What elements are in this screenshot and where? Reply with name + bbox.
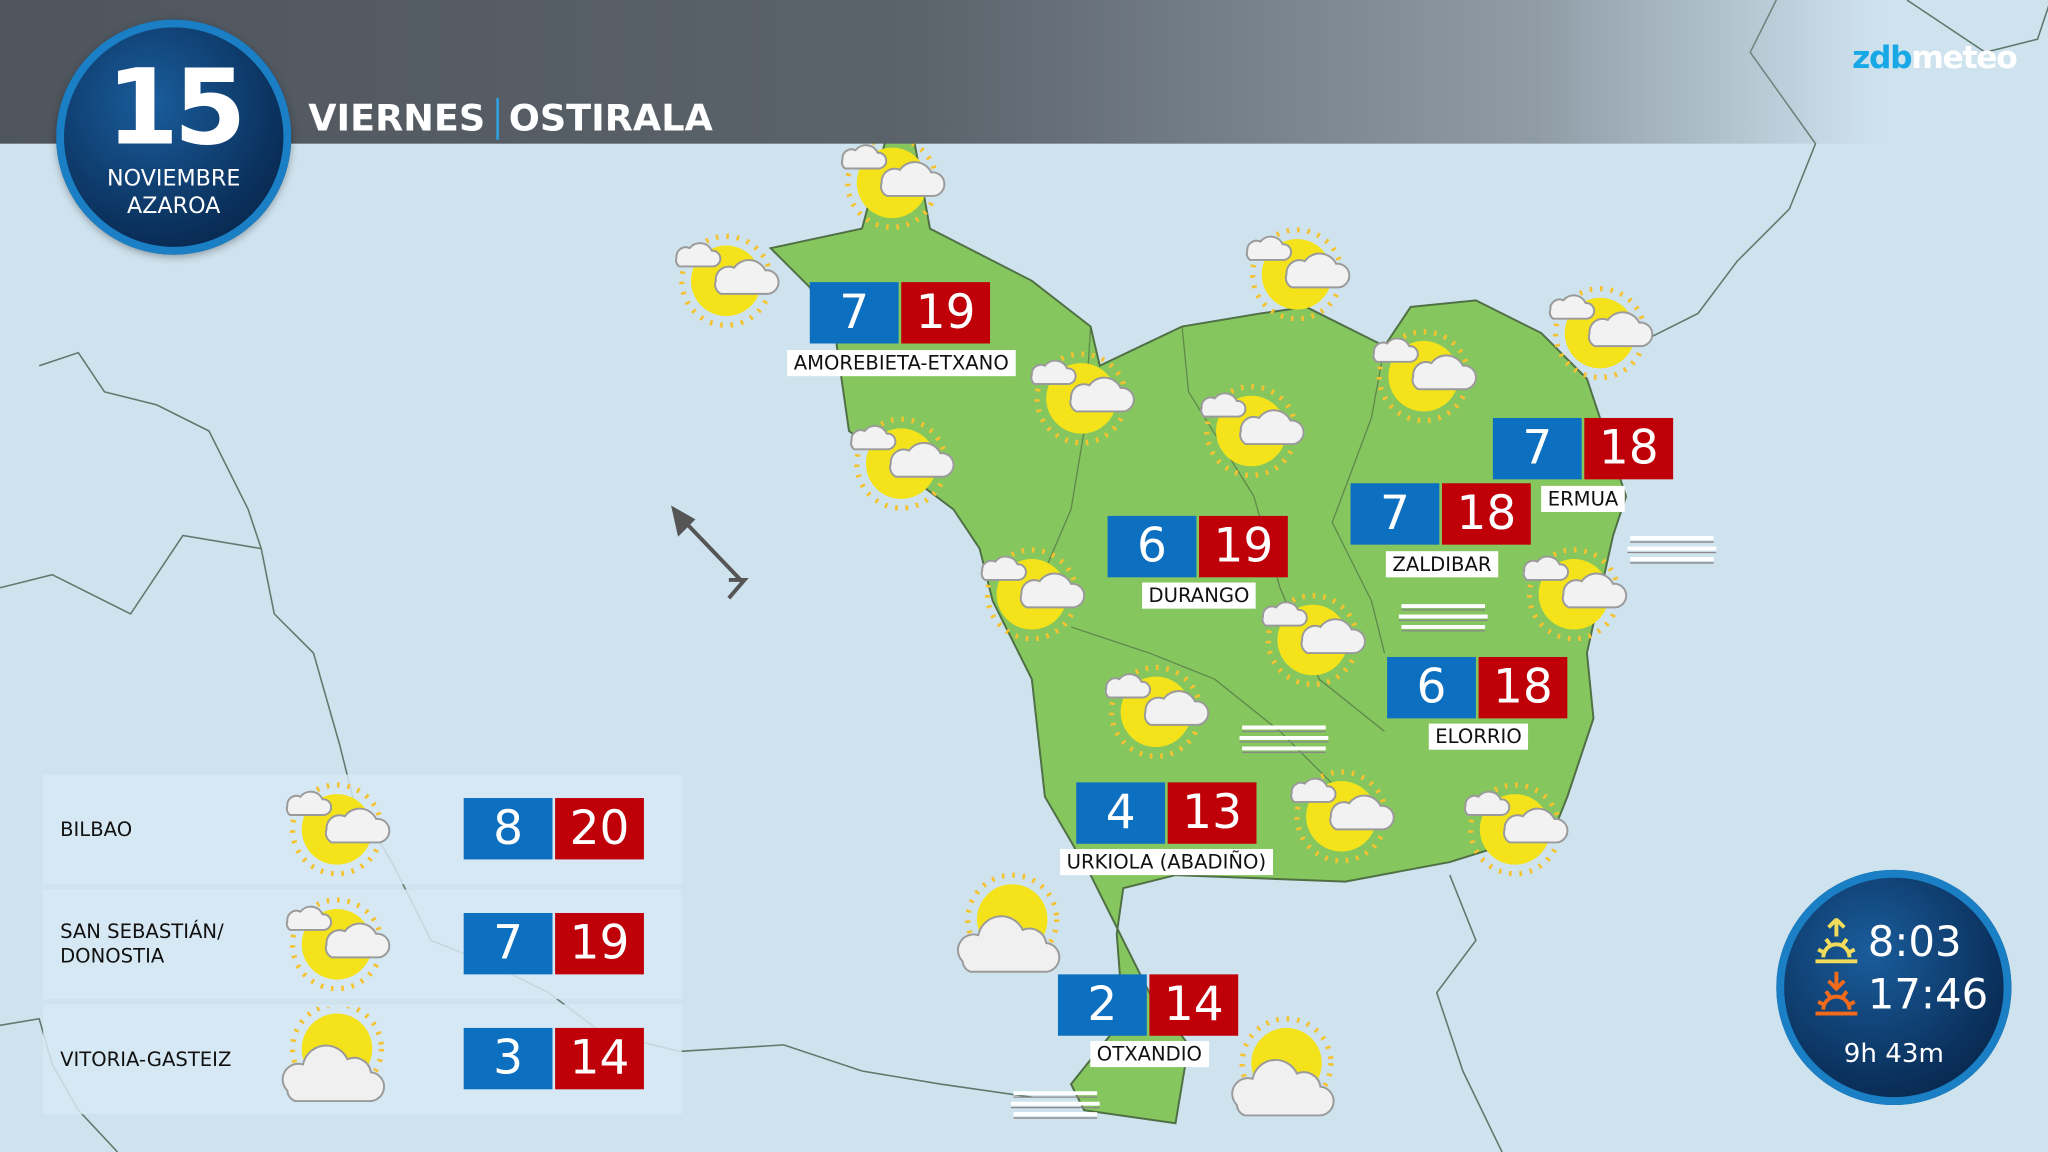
max-temp: 18 [1478,656,1568,719]
fog-icon [1625,536,1719,565]
cloudy-sun-icon [278,1007,396,1111]
min-temp: 7 [809,282,899,344]
page-title: VIERNES OSTIRALA [308,97,713,140]
date-badge: 15 NOVIEMBRE AZAROA [56,19,292,255]
min-temp: 4 [1076,782,1166,844]
max-temp: 19 [555,912,644,975]
city-forecast-table: BILBAO 8 20 SAN SEBASTIÁN/ DONOSTIA 7 19… [43,774,682,1120]
temp-box: 7 19 [809,282,991,344]
min-temp: 2 [1057,974,1147,1036]
zdb-meteo-logo: zdbmeteo [1852,39,2018,76]
max-temp: 19 [901,282,991,344]
cloudy-sun-icon [958,875,1059,972]
min-temp: 7 [463,912,553,975]
city-row[interactable]: VITORIA-GASTEIZ 3 14 [43,1004,682,1115]
sun-cloud-icon [842,138,944,227]
city-name: VITORIA-GASTEIZ [60,1046,232,1071]
month-eu: AZAROA [127,193,221,220]
city-name: SAN SEBASTIÁN/ DONOSTIA [60,919,224,968]
sun-cloud-icon [278,892,396,996]
temp-box: 3 14 [463,1027,644,1090]
cloudy-sun-icon [1232,1019,1333,1116]
sun-cloud-icon [676,236,778,325]
max-temp: 13 [1167,782,1257,844]
max-temp: 18 [1584,417,1674,480]
location-label[interactable]: ZALDIBAR [1385,551,1499,578]
temp-box: 6 19 [1107,515,1288,578]
location-label[interactable]: OTXANDIO [1090,1040,1209,1068]
sun-cloud-icon [1247,230,1349,319]
max-temp: 19 [1199,515,1288,578]
min-temp: 7 [1350,483,1440,545]
temp-box: 2 14 [1057,974,1239,1036]
city-name: BILBAO [60,816,133,841]
max-temp: 18 [1441,483,1531,545]
city-row[interactable]: SAN SEBASTIÁN/ DONOSTIA 7 19 [43,889,682,1000]
weekday-eu: OSTIRALA [508,96,713,140]
location-label[interactable]: URKIOLA (ABADIÑO) [1060,848,1273,876]
min-temp: 7 [1492,417,1582,480]
max-temp: 14 [1149,974,1239,1036]
location-label[interactable]: AMOREBIETA-ETXANO [787,350,1016,377]
date-day: 15 [106,47,246,169]
sun-cloud-icon [1550,289,1652,378]
wind-arrow-icon [671,505,749,600]
min-temp: 6 [1387,656,1476,719]
min-temp: 8 [463,798,553,860]
temp-box: 7 18 [1350,483,1531,545]
sunset-icon [1815,971,1858,1016]
header-bar [0,0,2048,144]
temp-box: 6 18 [1387,656,1568,719]
temp-box: 8 20 [463,798,644,860]
city-row[interactable]: BILBAO 8 20 [43,774,682,885]
location-label[interactable]: ELORRIO [1428,723,1529,750]
temp-box: 4 13 [1076,782,1257,844]
sunrise-icon [1815,918,1858,964]
location-label[interactable]: ERMUA [1541,485,1625,512]
fog-icon [1396,604,1490,633]
sun-cloud-icon [1524,550,1626,639]
max-temp: 14 [555,1027,644,1090]
fog-icon [1237,725,1331,755]
min-temp: 6 [1107,515,1197,578]
sunset-row: 17:46 [1813,969,1988,1019]
weekday-es: VIERNES [308,96,486,140]
sunset-time: 17:46 [1867,969,1989,1019]
location-label[interactable]: DURANGO [1142,582,1257,609]
sun-cloud-icon [278,777,396,881]
min-temp: 3 [463,1027,553,1090]
title-divider [495,97,499,140]
fog-icon [1008,1091,1102,1120]
max-temp: 20 [555,798,644,860]
month-es: NOVIEMBRE [107,165,241,192]
temp-box: 7 18 [1492,417,1674,480]
sunrise-row: 8:03 [1813,917,1962,967]
day-length: 9h 43m [1843,1037,1944,1069]
sunrise-time: 8:03 [1867,916,1962,967]
date-month: NOVIEMBRE AZAROA [56,166,291,221]
sun-times-badge: 8:03 17:46 9h 43m [1776,869,2012,1105]
temp-box: 7 19 [463,912,644,975]
